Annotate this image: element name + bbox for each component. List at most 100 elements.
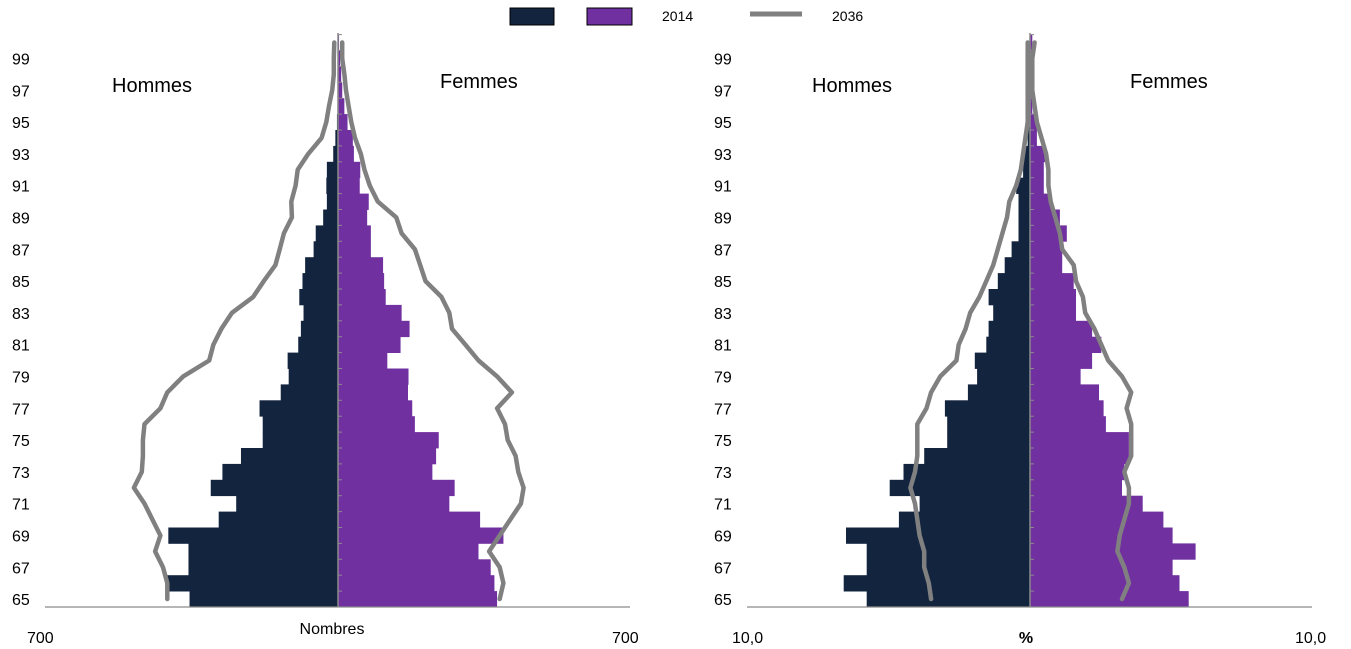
age-tick-label: 75 [12, 433, 30, 450]
bar-female-2014-age-91 [1030, 177, 1044, 194]
age-tick-label: 85 [12, 274, 30, 291]
bar-male-2014-age-83 [303, 304, 338, 322]
bar-male-2014-age-65 [189, 591, 338, 608]
bar-male-2014-age-73 [222, 463, 338, 481]
bar-male-2014-age-88 [315, 225, 338, 242]
bar-female-2014-age-82 [1030, 320, 1093, 338]
legend-swatch-0 [509, 7, 555, 26]
line-male-2036 [908, 40, 1030, 602]
age-tick-label: 87 [12, 242, 30, 259]
bar-female-2014-age-96 [338, 98, 345, 115]
male-label: Hommes [112, 75, 192, 97]
x-axis-unit-label: Nombres [300, 621, 365, 638]
age-tick-label: 93 [12, 147, 30, 164]
bar-male-2014-age-89 [1018, 209, 1030, 226]
bar-female-2014-age-69 [338, 527, 504, 544]
bar-female-2014-age-66 [1030, 575, 1180, 592]
age-tick-label: 81 [12, 338, 30, 355]
age-tick-label: 99 [714, 51, 732, 68]
bar-male-2014-age-89 [323, 209, 338, 226]
age-tick-label: 91 [714, 179, 732, 196]
legend: 2014 2036 [509, 7, 863, 26]
bar-male-2014-age-79 [288, 368, 338, 385]
bar-female-2014-age-88 [338, 225, 371, 242]
female-label: Femmes [440, 71, 518, 93]
age-tick-label: 75 [714, 433, 732, 450]
bar-male-2014-age-70 [218, 511, 338, 528]
x-axis-unit-label: % [1019, 630, 1033, 647]
bar-female-2014-age-72 [1030, 479, 1122, 497]
pyramid-panel-counts: 65 67 69 71 73 75 77 79 81 83 85 87 89 91 93 95 97 99 700 7… [12, 33, 639, 647]
bar-male-2014-age-87 [313, 241, 338, 258]
bar-male-2014-age-80 [974, 352, 1030, 369]
bar-female-2014-age-90 [1030, 193, 1051, 210]
x-axis-max-label: 10,0 [1295, 630, 1326, 647]
bar-female-2014-age-80 [1030, 352, 1093, 369]
bar-female-2014-age-70 [338, 511, 481, 528]
bar-male-2014-age-94 [1027, 130, 1030, 147]
bar-female-2014-age-78 [338, 384, 408, 401]
bar-female-2014-age-77 [338, 400, 413, 417]
bar-male-2014-age-78 [967, 384, 1030, 401]
bar-male-2014-age-80 [287, 352, 338, 369]
bar-male-2014-age-66 [165, 575, 338, 592]
bar-female-2014-age-83 [338, 304, 402, 322]
bar-male-2014-age-87 [1011, 241, 1030, 258]
bar-male-2014-age-76 [262, 416, 338, 433]
age-tick-label: 73 [12, 465, 30, 482]
bar-female-2014-age-96 [1030, 98, 1033, 115]
female-label: Femmes [1130, 71, 1208, 93]
bar-male-2014-age-74 [924, 448, 1030, 465]
bar-female-2014-age-93 [338, 145, 354, 163]
bar-male-2014-age-66 [843, 575, 1030, 592]
bar-male-2014-age-70 [898, 511, 1030, 528]
bar-male-2014-age-75 [262, 432, 338, 449]
bar-male-2014-age-69 [168, 527, 338, 544]
bar-female-2014-age-76 [1030, 416, 1106, 433]
bar-male-2014-age-91 [326, 177, 338, 194]
age-tick-label: 69 [714, 528, 732, 545]
age-tick-label: 79 [714, 369, 732, 386]
line-male-2036 [131, 40, 337, 602]
age-tick-label: 93 [714, 147, 732, 164]
bar-female-2014-age-90 [338, 193, 369, 210]
male-label: Hommes [812, 75, 892, 97]
bar-female-2014-age-86 [338, 257, 384, 274]
age-tick-label: 83 [12, 306, 30, 323]
age-tick-label: 89 [714, 210, 732, 227]
bar-male-2014-age-88 [1018, 225, 1030, 242]
bar-male-2014-age-74 [240, 448, 338, 465]
bar-female-2014-age-69 [1030, 527, 1173, 544]
bar-male-2014-age-93 [1023, 145, 1030, 163]
age-tick-label: 79 [12, 369, 30, 386]
bar-male-2014-age-84 [299, 289, 338, 306]
age-tick-label: 87 [714, 242, 732, 259]
bar-male-2014-age-92 [326, 161, 338, 179]
legend-label-1: 2014 [662, 8, 693, 24]
bar-male-2014-age-86 [305, 257, 338, 274]
bar-male-2014-age-77 [944, 400, 1030, 417]
x-axis-min-label: 10,0 [732, 630, 763, 647]
bar-female-2014-age-93 [1030, 145, 1047, 163]
bar-female-2014-age-87 [1030, 241, 1063, 258]
bar-male-2014-age-67 [188, 559, 338, 576]
bar-female-2014-age-87 [338, 241, 371, 258]
bar-male-2014-age-78 [280, 384, 338, 401]
bar-male-2014-age-94 [335, 130, 338, 147]
age-tick-label: 67 [12, 560, 30, 577]
bar-female-2014-age-94 [1030, 130, 1037, 147]
bar-female-2014-age-95 [338, 114, 348, 131]
bar-male-2014-age-90 [1018, 193, 1030, 210]
age-tick-label: 81 [714, 338, 732, 355]
age-tick-label: 83 [714, 306, 732, 323]
bar-female-2014-age-92 [338, 161, 361, 179]
bar-male-2014-age-81 [298, 336, 338, 353]
age-tick-label: 89 [12, 210, 30, 227]
bar-female-2014-age-79 [1030, 368, 1081, 385]
bar-female-2014-age-65 [1030, 591, 1189, 608]
age-tick-label: 71 [12, 497, 30, 514]
bar-male-2014-age-86 [1004, 257, 1030, 274]
legend-swatch-1 [586, 7, 633, 26]
bar-female-2014-age-73 [338, 463, 433, 481]
